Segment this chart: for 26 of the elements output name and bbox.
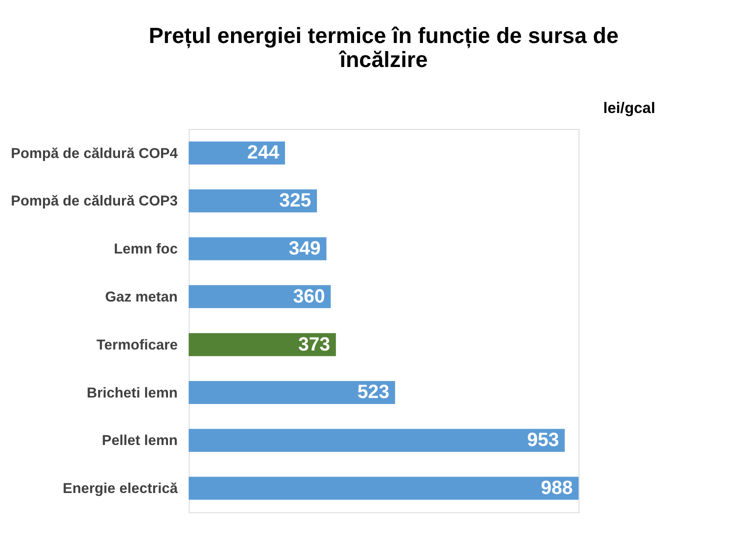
bar: [188, 476, 579, 500]
bar: [188, 141, 285, 164]
data-label: 373: [298, 334, 330, 356]
text: lei/gcal: [603, 100, 656, 117]
bar: [188, 189, 317, 212]
bar: [188, 333, 336, 356]
y-tick-label: Pompă de căldură COP3: [10, 194, 178, 210]
data-label: 953: [527, 430, 560, 452]
data-label: 349: [288, 238, 321, 260]
bar: [188, 428, 565, 452]
y-tick-label: Lemn foc: [114, 242, 178, 258]
data-label: 523: [357, 382, 390, 404]
data-label: 325: [279, 190, 312, 212]
y-tick-label: Pompă de căldură COP4: [10, 146, 178, 162]
y-tick-label: Gaz metan: [105, 289, 178, 306]
data-label: 244: [247, 142, 280, 164]
data-label: 360: [293, 286, 326, 308]
y-tick-label: Bricheti lemn: [86, 385, 178, 402]
y-tick-label: Pellet lemn: [102, 433, 178, 450]
bar: [188, 285, 331, 308]
chart-title: Prețul energiei termice în funcție de sursa de încălzire: [148, 22, 619, 72]
data-label: 988: [540, 478, 574, 500]
bar: [188, 237, 326, 260]
y-tick-label: Termoficare: [96, 337, 178, 354]
bar: [188, 380, 396, 404]
y-tick-label: Energie electrică: [62, 481, 179, 498]
